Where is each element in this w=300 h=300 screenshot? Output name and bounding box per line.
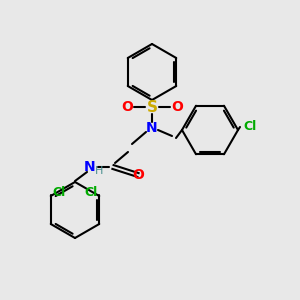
Text: O: O: [121, 100, 133, 114]
Text: N: N: [84, 160, 96, 174]
Text: Cl: Cl: [52, 187, 65, 200]
Text: O: O: [132, 168, 144, 182]
Text: N: N: [146, 121, 158, 135]
Text: S: S: [146, 100, 158, 115]
Text: Cl: Cl: [243, 121, 256, 134]
Text: H: H: [95, 166, 103, 176]
Text: Cl: Cl: [85, 187, 98, 200]
Text: O: O: [171, 100, 183, 114]
